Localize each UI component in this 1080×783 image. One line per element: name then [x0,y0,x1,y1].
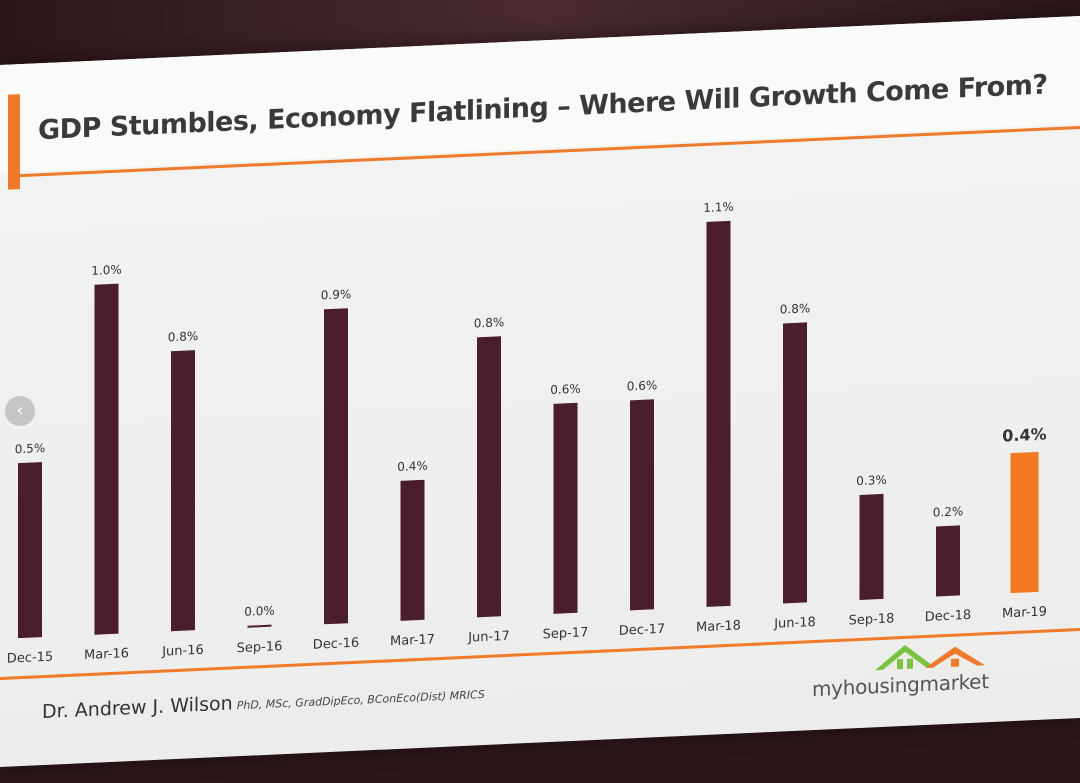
logo-text: myhousingmarket [812,669,989,702]
bar-jun-18 [783,322,807,604]
data-label-dec-15: 0.5% [15,441,45,456]
brand-logo: myhousingmarket [812,634,1022,704]
author-qualifications: PhD, MSc, GradDipEco, BConEco(Dist) MRIC… [236,687,485,713]
x-tick-jun-17: Jun-17 [467,629,510,646]
bar-dec-18 [936,525,960,597]
bar-mar-16 [94,283,119,635]
bar-dec-17 [630,399,654,611]
gdp-bar-chart: 0.5% Dec-15 1.0% Mar-16 0.8% Jun-16 0.0% Sep-16… [7,200,1047,667]
x-tick-sep-16: Sep-16 [237,639,283,656]
slide: GDP Stumbles, Economy Flatlining – Where… [0,15,1080,768]
bar-jun-17 [477,336,501,618]
bar-mar-17 [400,479,425,621]
x-tick-dec-15: Dec-15 [7,650,53,667]
data-label-jun-17: 0.8% [474,315,504,330]
data-label-mar-17: 0.4% [397,459,427,474]
author-name: Dr. Andrew J. Wilson [42,692,233,724]
bar-dec-16 [324,308,348,625]
x-tick-dec-16: Dec-16 [313,636,359,653]
bar-sep-16 [247,624,272,628]
data-label-mar-19: 0.4% [1002,424,1046,445]
x-tick-jun-18: Jun-18 [773,615,816,632]
data-label-mar-16: 1.0% [91,262,121,277]
x-tick-sep-17: Sep-17 [543,625,589,642]
data-label-dec-17: 0.6% [627,378,657,393]
x-tick-jun-16: Jun-16 [161,643,204,660]
x-tick-mar-19: Mar-19 [1002,604,1047,621]
x-tick-mar-17: Mar-17 [390,632,435,649]
author-credit: Dr. Andrew J. Wilson PhD, MSc, GradDipEco… [42,681,485,723]
x-tick-mar-18: Mar-18 [696,618,741,635]
previous-slide-button[interactable]: ‹ [5,396,35,426]
house-roof-icon [875,644,985,671]
x-tick-mar-16: Mar-16 [84,646,129,663]
x-tick-sep-18: Sep-18 [849,611,895,628]
data-label-jun-18: 0.8% [780,301,810,316]
data-label-sep-18: 0.3% [856,473,886,488]
data-label-dec-18: 0.2% [933,504,963,519]
data-label-mar-18: 1.1% [703,200,733,215]
data-label-sep-17: 0.6% [550,382,580,397]
bar-jun-16 [171,350,195,632]
bar-mar-19 [1010,451,1039,594]
bar-dec-15 [18,462,42,639]
bar-mar-18 [706,220,731,607]
data-label-dec-16: 0.9% [321,287,351,302]
bar-sep-17 [553,402,578,614]
x-tick-dec-17: Dec-17 [619,622,665,639]
data-label-jun-16: 0.8% [168,329,198,344]
x-tick-dec-18: Dec-18 [925,608,971,625]
data-label-sep-16: 0.0% [244,604,274,619]
bar-sep-18 [859,493,884,600]
